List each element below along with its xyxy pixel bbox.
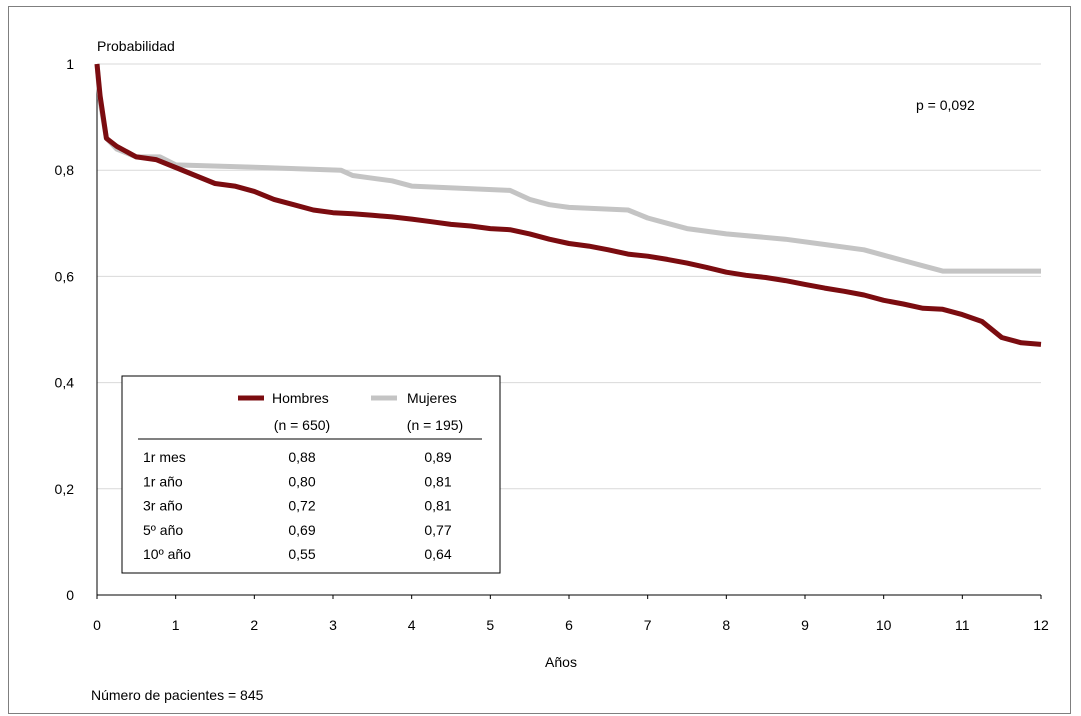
legend-hombres-label: Hombres [272,390,329,406]
x-tick-label: 1 [172,617,180,633]
x-tick-label: 4 [408,617,416,633]
legend-mujeres-n: (n = 195) [407,417,463,433]
table-row-label: 10º año [143,546,191,562]
table-cell-hombres: 0,69 [288,522,315,538]
y-tick-label: 0,4 [55,375,75,391]
series-line-mujeres [94,63,1041,274]
chart-frame [8,6,1071,714]
table-cell-hombres: 0,55 [288,546,315,562]
table-row-label: 5º año [143,522,183,538]
axes [96,64,1042,599]
y-tick-label: 0 [66,587,74,603]
table-row-label: 1r año [143,473,183,489]
table-rows: 1r mes 0,88 0,89 1r año 0,80 0,81 3r año 0,72 0,… [143,449,452,562]
x-tick-label: 7 [644,617,652,633]
x-tick-label: 9 [801,617,809,633]
legend-mujeres-label: Mujeres [407,390,457,406]
table-cell-mujeres: 0,81 [424,473,451,489]
series-line-hombres [94,63,1042,347]
table-cell-mujeres: 0,81 [424,498,451,514]
x-tick-label: 8 [722,617,730,633]
p-value-annotation: p = 0,092 [916,97,975,113]
table-cell-hombres: 0,72 [288,498,315,514]
table-cell-mujeres: 0,77 [424,522,451,538]
x-tick-label: 2 [250,617,258,633]
y-tick-label: 1 [66,56,74,72]
y-axis-label: Probabilidad [97,38,175,54]
x-tick-label: 12 [1033,617,1049,633]
legend-box [121,375,501,574]
y-tick-label: 0,6 [55,268,75,284]
x-tick-label: 6 [565,617,573,633]
y-tick-label: 0,2 [55,481,75,497]
x-tick-label: 5 [486,617,494,633]
series-lines [94,63,1042,347]
x-axis-label: Años [545,654,577,670]
table-cell-mujeres: 0,64 [424,546,451,562]
table-row-label: 3r año [143,498,183,514]
x-tick-label: 0 [93,617,101,633]
table-cell-hombres: 0,88 [288,449,315,465]
x-tick-label: 3 [329,617,337,633]
legend-table: Hombres Mujeres (n = 650) (n = 195) 1r m… [121,375,501,574]
table-row-label: 1r mes [143,449,186,465]
table-cell-mujeres: 0,89 [424,449,451,465]
tick-labels: 00,20,40,60,810 1 2 3 4 5 6 7 8 9 10 11 12 [55,56,1049,633]
x-tick-label: 10 [876,617,892,633]
y-tick-label: 0,8 [55,162,75,178]
x-tick-label: 11 [955,617,970,633]
patient-count-footnote: Número de pacientes = 845 [91,687,264,703]
legend-hombres-n: (n = 650) [274,417,330,433]
table-cell-hombres: 0,80 [288,473,315,489]
